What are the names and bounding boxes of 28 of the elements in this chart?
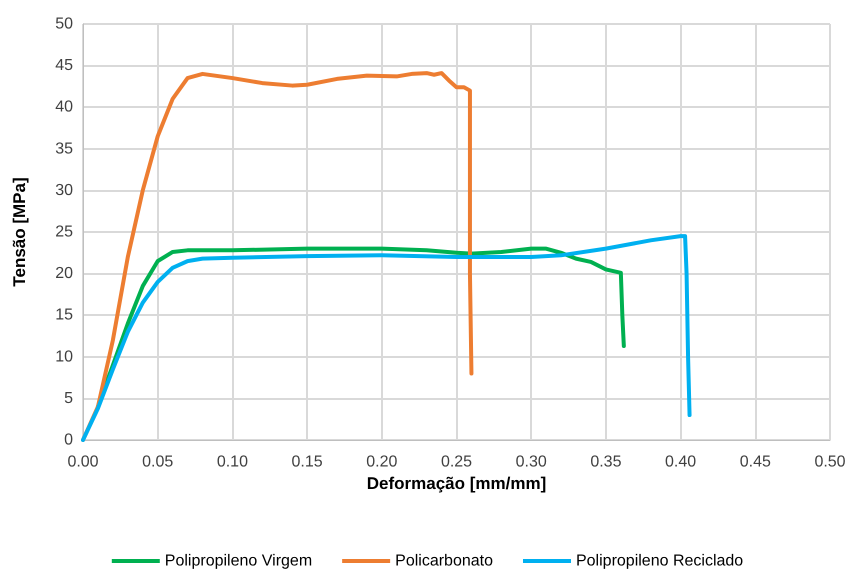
y-tick-label: 35 (55, 140, 74, 158)
y-tick-label: 25 (55, 224, 74, 240)
y-tick-label: 20 (55, 265, 74, 282)
y-tick-label: 40 (55, 98, 74, 116)
x-tick-label: 0.05 (142, 454, 174, 470)
y-tick-label: 30 (55, 182, 74, 199)
x-tick-label: 0.50 (814, 454, 846, 470)
x-tick-label: 0.35 (590, 454, 622, 470)
x-tick-label: 0.10 (216, 454, 248, 470)
legend-label: Polipropileno Virgem (164, 552, 312, 570)
legend-label: Policarbonato (395, 552, 494, 570)
x-tick-label: 0.45 (740, 454, 771, 470)
x-tick-label: 0.20 (366, 454, 398, 470)
x-tick-label: 0.40 (665, 454, 696, 470)
line-series (81, 234, 692, 442)
y-tick-label: 15 (55, 306, 74, 324)
x-tick-label: 0.00 (67, 454, 99, 470)
y-tick-label: 50 (55, 16, 74, 32)
x-tick-label: 0.30 (516, 454, 547, 470)
y-tick-label: 10 (55, 348, 74, 366)
y-tick-label: 45 (55, 57, 74, 74)
x-tick-label: 0.25 (440, 454, 472, 470)
y-axis-title: Tensão [MPa] (10, 177, 29, 287)
legend-label: Polipropileno Reciclado (576, 552, 744, 570)
x-axis-title: Deformação [mm/mm] (366, 474, 546, 493)
x-tick-label: 0.15 (292, 454, 323, 470)
y-tick-label: 0 (64, 432, 74, 448)
y-tick-label: 5 (64, 390, 74, 407)
